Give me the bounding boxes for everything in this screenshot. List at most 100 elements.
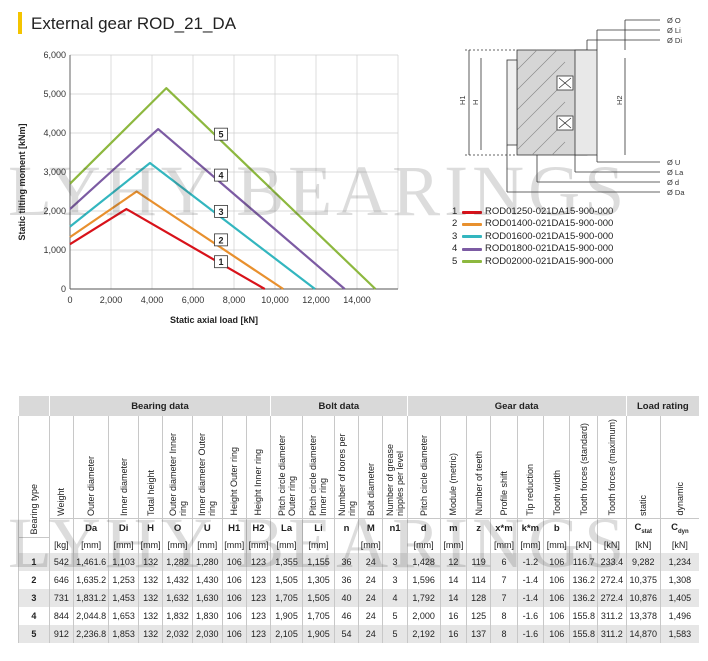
col-header: Profile shift	[490, 416, 518, 519]
table-cell: 1,305	[302, 570, 335, 589]
legend-swatch	[462, 235, 482, 239]
table-cell: 24	[358, 588, 383, 607]
table-cell: 2,032	[162, 624, 193, 643]
dim-label-di: Ø Di	[667, 36, 682, 45]
table-row: 1 542 1,461.6 1,103 132 1,282 1,280 106 123 1,355…	[18, 552, 699, 571]
unit-cell: [mm]	[516, 537, 544, 553]
y-tick-label: 4,000	[43, 128, 66, 138]
x-tick-label: 4,000	[141, 295, 164, 305]
col-header: static	[625, 416, 661, 519]
table-cell: 24	[358, 570, 383, 589]
x-axis-title: Static axial load [kN]	[170, 315, 258, 325]
col-name: Tooth forces (standard)	[578, 423, 589, 516]
table-cell: 272.4	[596, 588, 627, 607]
col-symbol	[596, 518, 627, 537]
inner-ring-section	[574, 49, 598, 156]
series-line-3	[69, 161, 316, 290]
table-cell: 5	[382, 624, 408, 643]
table-cell: 1,103	[108, 552, 139, 571]
col-symbol-text: Li	[314, 522, 323, 534]
y-tick-label: 2,000	[43, 206, 66, 216]
table-cell: 36	[333, 552, 359, 571]
col-header: Height Inner ring	[245, 416, 271, 519]
table-row: 5 912 2,236.8 1,853 132 2,032 2,030 106 123 2,105…	[18, 624, 699, 643]
legend-item: 3 ROD01600-021DA15-900-000	[452, 231, 613, 243]
col-symbol: H	[137, 518, 163, 537]
table-cell: 136.2	[569, 570, 598, 589]
group-bolt-data: Bolt data	[270, 396, 408, 416]
table-cell: 136.2	[569, 588, 598, 607]
table-cell: 10,876	[625, 588, 661, 607]
table-cell: 123	[245, 552, 271, 571]
col-header: Number of bores per ring	[333, 416, 359, 519]
series-line-2	[69, 190, 284, 290]
unit-cell	[333, 537, 359, 553]
table-cell: 1,432	[162, 570, 193, 589]
col-symbol	[48, 518, 74, 537]
table-cell: 1,155	[302, 552, 335, 571]
table-cell: 2,044.8	[73, 606, 109, 625]
table-cell: 1,405	[659, 588, 699, 607]
table-cell: 8	[490, 606, 518, 625]
series-label-box	[214, 255, 228, 269]
x-tick-label: 2,000	[100, 295, 123, 305]
bearing-type-cell: 3	[18, 588, 50, 607]
table-cell: 9,282	[625, 552, 661, 571]
unit-cell: [mm]	[73, 537, 109, 553]
unit-cell: [mm]	[439, 537, 467, 553]
table-cell: 16	[439, 624, 467, 643]
col-name: Profile shift	[498, 471, 509, 516]
unit-cell: [mm]	[162, 537, 193, 553]
col-name: Pitch circle diameter Inner ring	[308, 434, 329, 516]
y-axis-title: Static tilting moment [kNm]	[17, 123, 27, 240]
col-name: Bearing type	[28, 483, 39, 535]
table-cell: 13,378	[625, 606, 661, 625]
col-symbol-text: C	[671, 521, 678, 533]
bearing-type-cell: 1	[18, 552, 50, 571]
col-name: Total height	[145, 469, 156, 516]
table-cell: 7	[490, 588, 518, 607]
legend-swatch	[462, 223, 482, 227]
col-name: Height Inner ring	[253, 449, 264, 516]
col-name: Number of bores per ring	[336, 433, 357, 516]
col-symbol-text: Da	[85, 522, 98, 534]
unit-cell: [mm]	[543, 537, 570, 553]
y-tick-label: 3,000	[43, 167, 66, 177]
table-cell: 54	[333, 624, 359, 643]
table-cell: 2,030	[191, 624, 223, 643]
table-cell: 106	[543, 552, 570, 571]
col-symbol-text: U	[203, 522, 211, 534]
table-cell: 1,630	[191, 588, 223, 607]
table-cell: 1,792	[406, 588, 441, 607]
col-name: static	[638, 494, 649, 516]
unit-cell: [mm]	[490, 537, 518, 553]
unit-cell: [mm]	[358, 537, 383, 553]
table-cell: 1,280	[191, 552, 223, 571]
col-symbol-sub: dyn	[678, 528, 689, 535]
col-symbol: Cdyn	[659, 518, 699, 537]
legend-swatch	[462, 247, 482, 251]
legend-label: ROD01400-021DA15-900-000	[485, 218, 614, 230]
legend-item: 4 ROD01800-021DA15-900-000	[452, 243, 613, 255]
series-label: 1	[218, 257, 223, 267]
column-names-row: Bearing type Weight Outer diameter Inner d…	[18, 416, 699, 538]
table-cell: 1,632	[162, 588, 193, 607]
table-cell: 14	[439, 588, 467, 607]
col-symbol-text: n1	[389, 522, 401, 534]
table-cell: 233.4	[596, 552, 627, 571]
table-cell: 125	[466, 606, 491, 625]
group-header-row: Bearing data Bolt data Gear data Load ra…	[18, 396, 699, 416]
col-symbol: n	[333, 518, 359, 537]
unit-cell: [mm]	[270, 537, 303, 553]
table-cell: 2,236.8	[73, 624, 109, 643]
table-cell: -1.4	[516, 570, 544, 589]
col-name: Weight	[56, 488, 67, 516]
x-tick-label: 14,000	[343, 295, 371, 305]
table-cell: 128	[466, 588, 491, 607]
table-cell: 155.8	[569, 624, 598, 643]
col-symbol: O	[162, 518, 193, 537]
unit-cell: [mm]	[108, 537, 139, 553]
col-name: Tooth forces (maximum)	[606, 419, 617, 516]
y-tick-label: 0	[61, 284, 66, 294]
